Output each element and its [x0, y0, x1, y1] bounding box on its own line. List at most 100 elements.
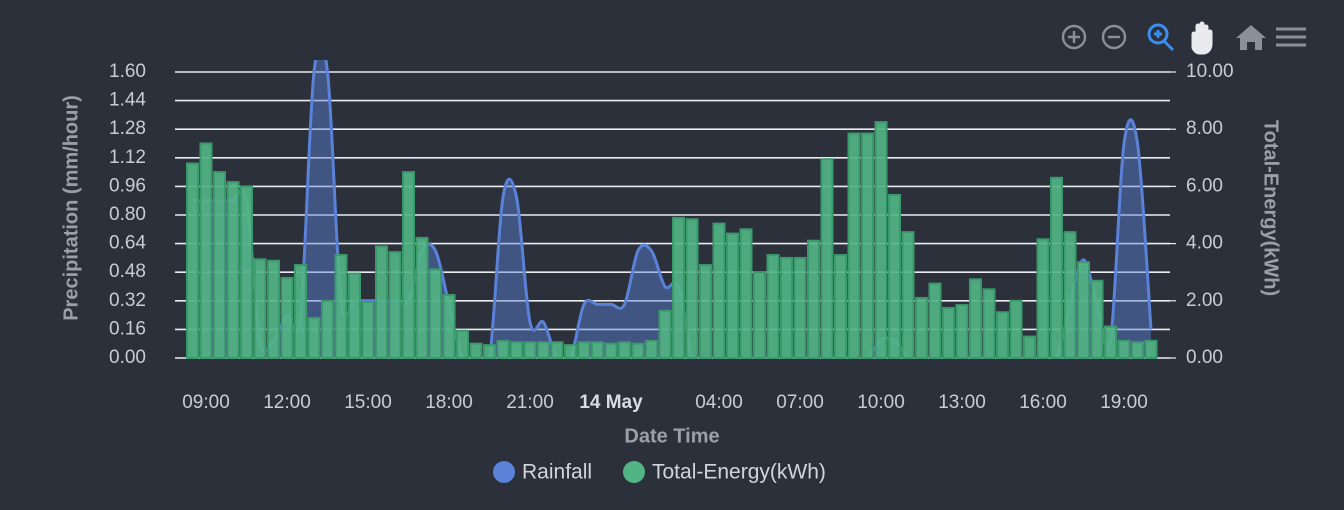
energy-bar — [469, 342, 483, 360]
reset-button[interactable] — [1236, 25, 1266, 50]
legend-marker[interactable] — [623, 461, 645, 483]
energy-bar — [496, 339, 510, 359]
energy-bar — [888, 193, 901, 359]
energy-bar — [253, 258, 267, 359]
legend-label[interactable]: Total-Energy(kWh) — [652, 461, 826, 484]
x-tick-label: 13:00 — [938, 392, 986, 413]
energy-bar — [429, 268, 442, 359]
energy-bar — [375, 245, 388, 360]
energy-bar — [186, 162, 199, 359]
energy-bar — [780, 256, 793, 359]
x-tick-label: 10:00 — [857, 392, 905, 413]
energy-bar — [726, 232, 739, 359]
bars — [186, 121, 1158, 360]
energy-bar — [807, 239, 820, 360]
energy-bar — [348, 272, 361, 360]
energy-bar — [550, 341, 564, 359]
energy-bar — [199, 142, 213, 359]
energy-bar — [483, 344, 496, 360]
selection-zoom-button[interactable] — [1147, 23, 1175, 52]
energy-bar — [969, 278, 982, 360]
x-tick-label: 07:00 — [776, 392, 824, 413]
energy-bar — [294, 264, 307, 359]
energy-bar — [1009, 299, 1023, 359]
energy-bar — [901, 231, 915, 359]
x-tick-label: 15:00 — [344, 392, 392, 413]
energy-bar — [402, 171, 415, 359]
y-tick-label: 0.96 — [109, 175, 146, 196]
energy-bar — [1050, 176, 1063, 359]
x-tick-label: 12:00 — [263, 392, 311, 413]
energy-bar — [361, 301, 375, 360]
y-tick-label: 0.00 — [109, 347, 146, 368]
energy-bar — [685, 218, 699, 359]
energy-bar — [645, 339, 658, 359]
x-tick-label: 14 May — [579, 392, 643, 413]
x-axis-title: Date Time — [624, 425, 719, 447]
energy-bar — [1023, 335, 1036, 359]
energy-bar — [753, 271, 766, 360]
zoom-in-button[interactable] — [1061, 24, 1087, 50]
energy-bar — [510, 341, 523, 359]
x-tick-label: 19:00 — [1100, 392, 1148, 413]
y-tick-label: 0.48 — [109, 261, 146, 282]
x-tick-label: 18:00 — [425, 392, 473, 413]
energy-bar — [631, 342, 645, 360]
energy-bar — [834, 254, 847, 359]
energy-bar — [604, 342, 618, 360]
energy-bar — [267, 259, 280, 360]
pan-button[interactable] — [1191, 21, 1213, 55]
energy-bar — [226, 181, 240, 359]
x-tick-label: 21:00 — [506, 392, 554, 413]
energy-bar — [213, 171, 226, 359]
x-tick-label: 04:00 — [695, 392, 743, 413]
energy-bar — [591, 341, 604, 359]
energy-bar — [712, 222, 726, 359]
energy-bar — [915, 296, 928, 360]
energy-bar — [240, 185, 253, 359]
energy-bar — [1144, 339, 1158, 359]
energy-bar — [982, 288, 996, 359]
energy-bar — [672, 216, 685, 359]
energy-bar — [537, 341, 550, 359]
y-tick-label: 1.12 — [109, 147, 146, 168]
energy-bar — [1131, 341, 1144, 359]
energy-bar — [415, 236, 429, 360]
energy-bar — [388, 251, 402, 359]
energy-bar — [793, 256, 807, 359]
y-tick-label: 0.80 — [109, 204, 146, 225]
y-axis-title: Precipitation (mm/hour) — [60, 95, 82, 321]
energy-bar — [1036, 238, 1050, 359]
energy-bar — [996, 311, 1009, 359]
energy-bar — [847, 132, 861, 359]
energy-bar — [280, 276, 294, 360]
energy-bar — [942, 306, 955, 360]
rainfall-line — [192, 60, 1153, 358]
energy-bar — [1117, 339, 1131, 359]
energy-bar — [658, 309, 672, 359]
y2-tick-label: 2.00 — [1186, 290, 1223, 311]
y-tick-label: 1.28 — [109, 118, 146, 139]
y2-axis-title: Total-Energy(kWh) — [1260, 120, 1282, 296]
energy-bar — [861, 132, 874, 359]
y2-tick-label: 10.00 — [1186, 61, 1234, 82]
energy-bar — [1104, 325, 1117, 360]
y-tick-label: 0.32 — [109, 290, 146, 311]
y2-tick-label: 4.00 — [1186, 233, 1223, 254]
legend-marker[interactable] — [493, 461, 515, 483]
toolbar — [1061, 21, 1306, 55]
energy-bar — [334, 254, 348, 359]
energy-bar — [577, 341, 591, 359]
energy-bar — [1063, 231, 1077, 359]
energy-bar — [523, 341, 537, 359]
energy-bar — [307, 316, 321, 359]
y-tick-label: 1.60 — [109, 61, 146, 82]
menu-button[interactable] — [1276, 27, 1306, 47]
legend-label[interactable]: Rainfall — [522, 461, 592, 484]
energy-bar — [442, 294, 456, 359]
y2-tick-label: 6.00 — [1186, 175, 1223, 196]
zoom-out-button[interactable] — [1101, 24, 1127, 50]
energy-bar — [874, 121, 888, 359]
y-tick-label: 0.64 — [109, 233, 146, 254]
